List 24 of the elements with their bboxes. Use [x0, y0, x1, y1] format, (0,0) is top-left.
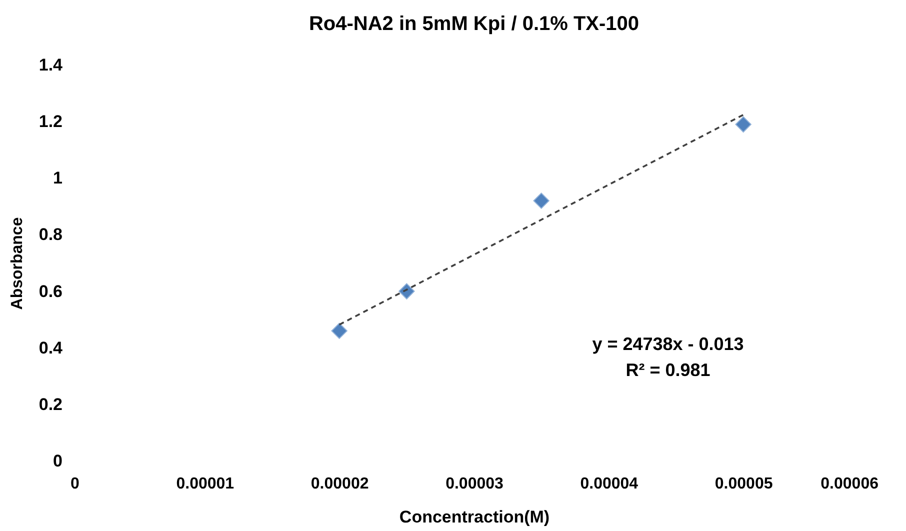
- x-axis-title: Concentraction(M): [399, 508, 550, 526]
- annotation: R² = 0.981: [626, 360, 710, 380]
- annotation: y = 24738x - 0.013: [592, 334, 744, 354]
- y-tick-label: 0.6: [38, 282, 62, 301]
- x-tick-label: 0.00003: [446, 476, 504, 492]
- chart-title: Ro4-NA2 in 5mM Kpi / 0.1% TX-100: [308, 13, 640, 35]
- y-tick-label: 1: [53, 168, 62, 188]
- point: [735, 116, 752, 132]
- x-tick-label: 0.00002: [310, 476, 369, 492]
- point: [398, 283, 415, 300]
- y-axis-title: Absorbance: [8, 217, 26, 310]
- point: [533, 192, 550, 209]
- y-tick-label: 0.2: [38, 394, 62, 414]
- x-tick-label: 0.00006: [820, 476, 879, 492]
- y-tick-label: 0.8: [38, 225, 62, 244]
- y-tick-label: 0.4: [38, 338, 64, 358]
- x-tick-label: 0: [70, 476, 80, 492]
- y-tick-label: 1.2: [38, 112, 62, 132]
- x-tick-label: 0.00001: [176, 476, 234, 492]
- y-tick-label: 0: [53, 452, 62, 470]
- y-tick-label: 1.4: [38, 56, 64, 74]
- point: [331, 322, 348, 339]
- x-tick-label: 0.00005: [714, 476, 773, 492]
- x-tick-label: 0.00004: [580, 476, 638, 492]
